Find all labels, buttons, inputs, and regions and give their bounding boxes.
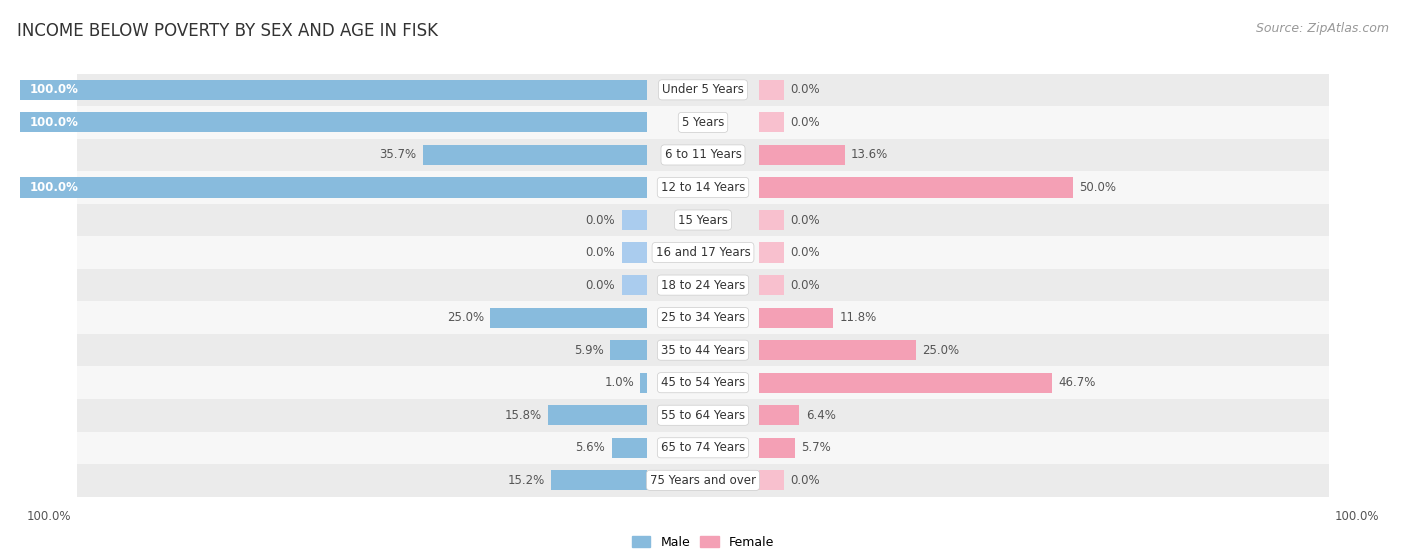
Text: 18 to 24 Years: 18 to 24 Years — [661, 278, 745, 292]
Bar — [621, 275, 647, 295]
Bar — [491, 307, 647, 328]
Text: 25 to 34 Years: 25 to 34 Years — [661, 311, 745, 324]
Bar — [759, 275, 785, 295]
Text: 0.0%: 0.0% — [790, 116, 820, 129]
Text: 65 to 74 Years: 65 to 74 Years — [661, 441, 745, 454]
Bar — [759, 373, 1052, 393]
Bar — [759, 112, 785, 132]
Text: 0.0%: 0.0% — [790, 214, 820, 226]
Text: 46.7%: 46.7% — [1059, 376, 1095, 389]
Text: 100.0%: 100.0% — [27, 510, 72, 523]
Text: 15.8%: 15.8% — [505, 409, 541, 421]
Bar — [640, 373, 647, 393]
Bar — [759, 405, 800, 425]
Bar — [612, 438, 647, 458]
Legend: Male, Female: Male, Female — [627, 530, 779, 553]
Text: 5 Years: 5 Years — [682, 116, 724, 129]
Text: 45 to 54 Years: 45 to 54 Years — [661, 376, 745, 389]
Bar — [759, 307, 834, 328]
Text: 100.0%: 100.0% — [1334, 510, 1379, 523]
Bar — [77, 301, 1329, 334]
Bar — [759, 340, 915, 360]
Text: 1.0%: 1.0% — [605, 376, 634, 389]
Text: 50.0%: 50.0% — [1078, 181, 1116, 194]
Bar — [759, 210, 785, 230]
Bar — [759, 145, 845, 165]
Text: 15.2%: 15.2% — [508, 474, 546, 487]
Bar — [77, 367, 1329, 399]
Text: 0.0%: 0.0% — [790, 83, 820, 96]
Text: Source: ZipAtlas.com: Source: ZipAtlas.com — [1256, 22, 1389, 35]
Text: 15 Years: 15 Years — [678, 214, 728, 226]
Text: 0.0%: 0.0% — [586, 246, 616, 259]
Bar — [610, 340, 647, 360]
Text: 55 to 64 Years: 55 to 64 Years — [661, 409, 745, 421]
Bar — [20, 177, 647, 197]
Text: 6.4%: 6.4% — [806, 409, 835, 421]
Text: 75 Years and over: 75 Years and over — [650, 474, 756, 487]
Text: 0.0%: 0.0% — [790, 278, 820, 292]
Text: 5.7%: 5.7% — [801, 441, 831, 454]
Bar — [759, 438, 794, 458]
Text: 100.0%: 100.0% — [30, 83, 79, 96]
Bar — [77, 74, 1329, 106]
Bar — [77, 139, 1329, 171]
Bar — [77, 334, 1329, 367]
Text: 35.7%: 35.7% — [380, 149, 416, 162]
Bar — [621, 243, 647, 263]
Bar — [77, 171, 1329, 203]
Bar — [20, 112, 647, 132]
Text: 11.8%: 11.8% — [839, 311, 877, 324]
Text: 13.6%: 13.6% — [851, 149, 889, 162]
Text: 35 to 44 Years: 35 to 44 Years — [661, 344, 745, 357]
Text: 25.0%: 25.0% — [447, 311, 484, 324]
Text: 25.0%: 25.0% — [922, 344, 959, 357]
Bar — [759, 243, 785, 263]
Bar — [759, 80, 785, 100]
Text: 6 to 11 Years: 6 to 11 Years — [665, 149, 741, 162]
Bar — [759, 470, 785, 490]
Bar — [77, 269, 1329, 301]
Text: 16 and 17 Years: 16 and 17 Years — [655, 246, 751, 259]
Bar — [77, 106, 1329, 139]
Text: 100.0%: 100.0% — [30, 181, 79, 194]
Text: 0.0%: 0.0% — [586, 278, 616, 292]
Bar — [77, 399, 1329, 432]
Bar — [20, 80, 647, 100]
Bar — [551, 470, 647, 490]
Text: 12 to 14 Years: 12 to 14 Years — [661, 181, 745, 194]
Text: Under 5 Years: Under 5 Years — [662, 83, 744, 96]
Text: 5.9%: 5.9% — [574, 344, 603, 357]
Bar — [77, 236, 1329, 269]
Bar — [548, 405, 647, 425]
Text: 100.0%: 100.0% — [30, 116, 79, 129]
Text: 0.0%: 0.0% — [586, 214, 616, 226]
Bar — [621, 210, 647, 230]
Text: 5.6%: 5.6% — [575, 441, 606, 454]
Bar — [759, 177, 1073, 197]
Text: INCOME BELOW POVERTY BY SEX AND AGE IN FISK: INCOME BELOW POVERTY BY SEX AND AGE IN F… — [17, 22, 437, 40]
Bar — [77, 432, 1329, 464]
Bar — [77, 464, 1329, 496]
Text: 0.0%: 0.0% — [790, 246, 820, 259]
Bar — [423, 145, 647, 165]
Text: 0.0%: 0.0% — [790, 474, 820, 487]
Bar — [77, 203, 1329, 236]
